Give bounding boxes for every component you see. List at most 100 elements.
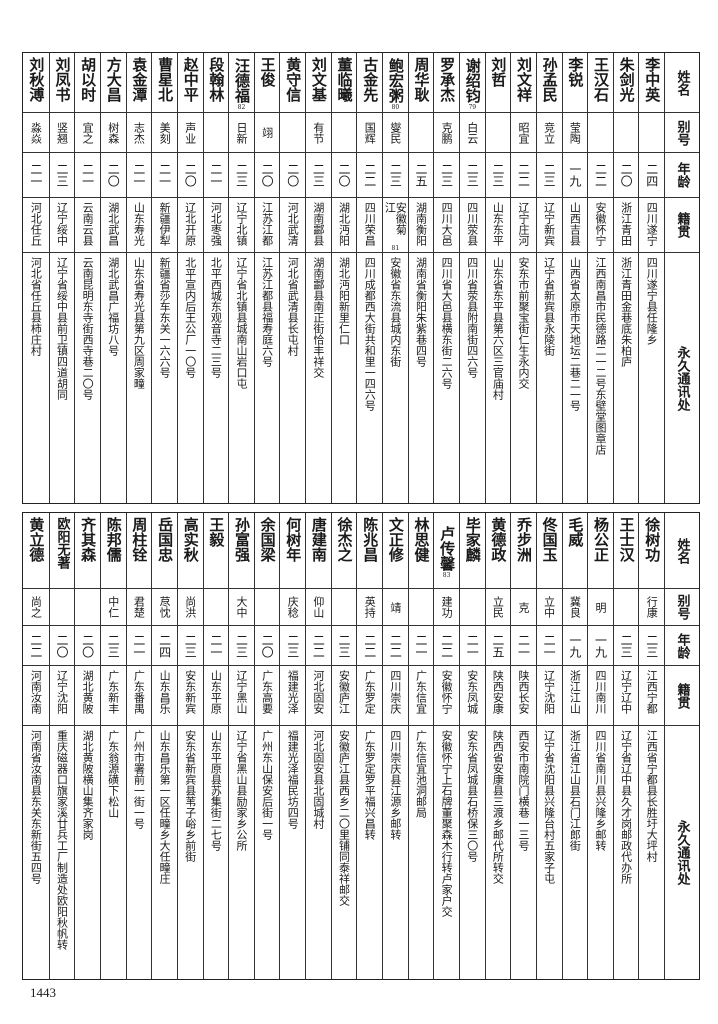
- person-alias: 燮民: [388, 121, 402, 144]
- person-alias: 声业: [183, 121, 197, 144]
- person-age: 二三: [337, 633, 352, 658]
- person-address: 江苏江都县福寿庭六号: [260, 257, 274, 367]
- person-address: 北平西城东观音寺二三号: [209, 257, 223, 378]
- address-cell: 河北固安县北固城村: [306, 726, 331, 979]
- person-column: 周柱铨 君楚 二一 广东番禺 广州市署前一街一号: [125, 513, 152, 979]
- alias-cell: [203, 589, 229, 626]
- person-address: 安东市前聚宝街仁生永内交: [517, 257, 531, 389]
- header-label: 年龄: [674, 632, 690, 659]
- address-cell: 山东省东平县第六区三官庙村: [486, 253, 511, 503]
- address-cell: 山西省太原市天地坛二巷二一号: [563, 253, 588, 503]
- person-native-place: 辽北开原: [183, 202, 197, 246]
- person-native-place: 辽宁沈阳: [542, 670, 556, 714]
- person-age: 二一: [516, 633, 531, 658]
- name-cell: 刘文祥: [511, 53, 536, 113]
- address-cell: 江西南昌市民德路二一二号东壁堂图章店: [588, 253, 613, 503]
- person-age: 二五: [413, 163, 428, 187]
- person-age: 二三: [465, 163, 480, 187]
- person-name: 周华耿: [412, 57, 431, 102]
- person-name: 卢传馨: [438, 526, 457, 571]
- person-age: 二三: [542, 163, 557, 187]
- header-label: 年龄: [674, 162, 690, 188]
- age-cell: 二一: [459, 626, 485, 666]
- native-place-cell: 安东新宾: [177, 666, 203, 726]
- age-cell: 二五: [485, 626, 511, 666]
- alias-cell: 英持: [357, 589, 383, 626]
- person-column: 高实秋 尚洪 二三 安东新宾 安东省新宾县苇子峪乡前街: [176, 513, 203, 979]
- person-column: 佟国玉 立中 二一 辽宁沈阳 辽宁省沈阳县兴隆台村五家子屯: [535, 513, 562, 979]
- person-address: 江西省宁都县长胜圩大坪村: [645, 730, 659, 862]
- name-cell: 毕家麟: [459, 513, 485, 589]
- person-column: 乔步洲克二一 陕西长安 西安市南院门横巷一三号: [510, 513, 536, 979]
- age-cell: 二二: [434, 626, 459, 666]
- person-native-place: 辽宁新宾: [542, 202, 556, 246]
- address-cell: 四川省荥县附南街四六号: [460, 253, 485, 503]
- name-cell: 谢绍钧 79: [459, 53, 485, 113]
- person-name: 毕家麟: [463, 517, 482, 562]
- person-alias: 昭宜: [517, 121, 531, 144]
- address-cell: 河南省汝南县东关东新街五四号: [23, 726, 49, 979]
- name-cell: 汪德福 82: [229, 53, 254, 113]
- age-cell: 二五: [408, 153, 434, 198]
- person-address: 广东罗定罗平福兴昌转: [363, 730, 377, 840]
- age-cell: 二一: [408, 626, 434, 666]
- person-alias: 庆稔: [286, 596, 300, 618]
- address-cell: 辽宁省绥中县前卫镇四道胡同: [50, 253, 75, 503]
- person-alias: 翊: [260, 127, 274, 138]
- name-cell: 曹星北: [152, 53, 177, 113]
- age-cell: 二一: [23, 153, 49, 198]
- person-name: 鲍宏粥: [386, 58, 405, 103]
- person-alias: 淼焱: [29, 121, 43, 144]
- alias-cell: 建功: [434, 589, 459, 626]
- person-address: 辽宁省辽中县久才岗邮政代办所: [619, 730, 633, 884]
- person-alias: 日新: [234, 121, 248, 144]
- age-cell: 二〇: [49, 626, 75, 666]
- address-cell: 四川遂宁县任隆乡: [639, 253, 664, 503]
- person-column: 胡以时 宜之 二一 云南云县 云南昆明东寺街西寺巷二〇号: [74, 53, 100, 503]
- name-cell: 乔步洲: [511, 513, 536, 589]
- native-place-cell: 湖北武昌: [100, 198, 126, 253]
- address-cell: 西安市南院门横巷一三号: [511, 726, 536, 979]
- person-native-place: 山西吉县: [568, 202, 582, 246]
- native-place-cell: 辽宁沈阳: [536, 666, 562, 726]
- native-place-cell: 安徽怀宁: [588, 198, 613, 253]
- person-age: 二一: [465, 633, 480, 658]
- alias-cell: 立民: [485, 589, 511, 626]
- alias-cell: [49, 589, 75, 626]
- footnote-marker: 81: [391, 245, 400, 252]
- person-alias: 志杰: [132, 121, 146, 144]
- name-cell: 佟国玉: [536, 513, 562, 589]
- person-column: 孙孟民 竞立 二三 辽宁新宾 辽宁省新宾县永陵街: [535, 53, 562, 503]
- native-place-cell: 安徽怀宁: [434, 666, 459, 726]
- person-alias: 中仁: [106, 596, 120, 618]
- person-native-place: 安徽庐江: [337, 670, 351, 714]
- person-native-place: 辽宁辽中: [619, 670, 633, 714]
- person-address: 广州市署前一街一号: [132, 730, 146, 829]
- alias-cell: [331, 113, 357, 153]
- alias-cell: 尚洪: [177, 589, 203, 626]
- person-alias: 冀良: [568, 596, 582, 618]
- native-place-cell: 浙江江山: [562, 666, 588, 726]
- address-cell: 辽宁省黑山县励家乡公所: [229, 726, 254, 979]
- person-column: 董临曦 二〇 湖北沔阳 湖北沔阳新里仁口: [330, 53, 357, 503]
- name-cell: 王士汉: [613, 513, 639, 589]
- native-place-cell: 河北固安: [306, 666, 331, 726]
- person-name: 周柱铨: [130, 517, 149, 562]
- person-native-place: 辽宁绥中: [55, 202, 69, 246]
- name-cell: 何树年: [280, 513, 306, 589]
- person-alias: 立民: [491, 596, 505, 618]
- person-name: 徐杰之: [335, 517, 354, 562]
- native-place-cell: 新疆伊犁: [152, 198, 177, 253]
- alias-cell: 靖: [383, 589, 408, 626]
- address-cell: 新疆省莎车东关一六六号: [152, 253, 177, 503]
- name-cell: 毛威: [562, 513, 588, 589]
- age-cell: 二一: [511, 626, 536, 666]
- alias-cell: [588, 113, 613, 153]
- header-label: 姓名: [674, 537, 690, 564]
- person-name: 刘文祥: [515, 57, 534, 102]
- native-place-cell: 辽宁庄河: [511, 198, 536, 253]
- age-cell: 二四: [152, 626, 177, 666]
- person-age: 二三: [644, 633, 659, 658]
- native-place-cell: 辽宁绥中: [49, 198, 75, 253]
- person-address: 四川成都西大街共和里一四六号: [363, 257, 377, 411]
